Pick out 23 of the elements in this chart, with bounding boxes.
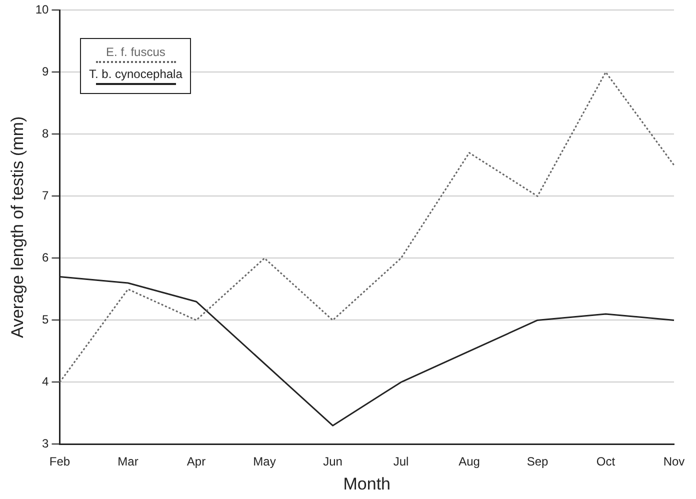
y-axis-title: Average length of testis (mm) [8, 116, 27, 338]
x-tick-label: Jul [393, 454, 409, 469]
y-tick-label: 6 [42, 250, 50, 265]
y-tick-label: 7 [42, 188, 50, 203]
text: E. f. fuscus [105, 45, 166, 59]
x-axis-title: Month [343, 474, 390, 494]
line-series [59, 71, 675, 383]
y-tick-label: 5 [42, 312, 50, 327]
y-tick-label: 4 [42, 374, 50, 389]
x-tick-label: Sep [526, 454, 548, 469]
x-tick-label: Mar [118, 454, 138, 469]
x-tick-label: Oct [596, 454, 616, 469]
y-tick-label: 9 [42, 64, 50, 79]
y-tick-label: 8 [42, 126, 50, 141]
y-tick-label: 3 [42, 436, 50, 451]
x-tick-label: Feb [49, 454, 70, 469]
text: T. b. cynocephala [89, 67, 182, 81]
x-tick-label: May [253, 454, 276, 469]
y-tick-label: 10 [35, 2, 50, 17]
x-tick-label: Apr [186, 454, 206, 469]
x-tick-label: Aug [458, 454, 480, 469]
x-tick-label: Jun [323, 454, 342, 469]
x-tick-label: Nov [663, 454, 685, 469]
